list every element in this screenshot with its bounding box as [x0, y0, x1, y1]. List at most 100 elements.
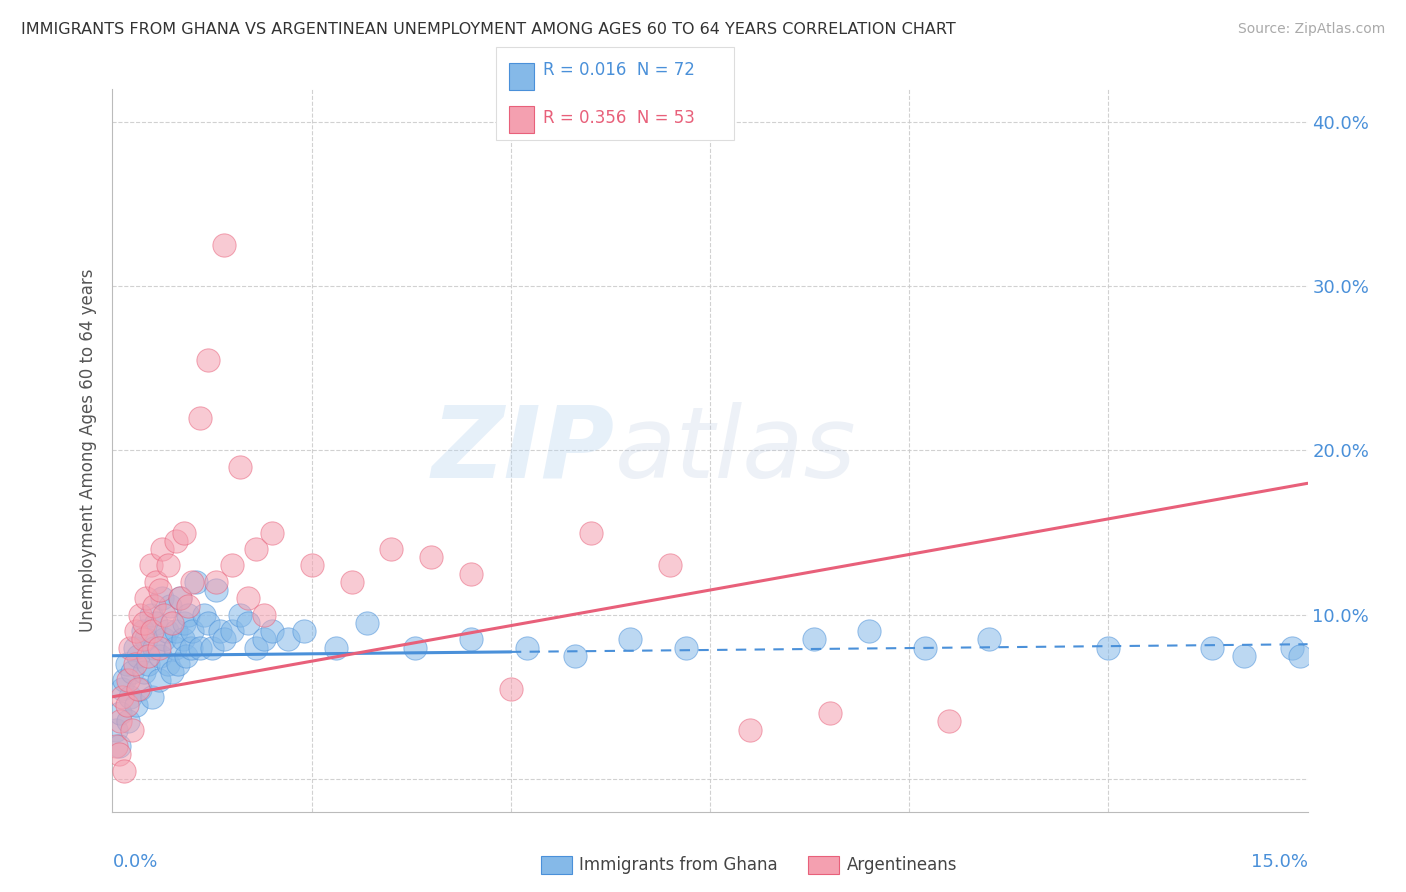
Point: [111, 690, 134, 704]
Point: [148, 640, 170, 655]
Point: [301, 558, 323, 573]
Point: [1233, 648, 1256, 663]
Point: [132, 624, 155, 639]
Point: [1201, 640, 1223, 655]
Point: [153, 607, 176, 622]
Point: [163, 640, 186, 655]
Point: [221, 558, 243, 573]
Text: atlas: atlas: [614, 402, 856, 499]
Point: [236, 615, 259, 630]
Point: [115, 698, 138, 712]
Point: [197, 615, 219, 630]
Point: [165, 624, 187, 639]
Point: [150, 591, 173, 606]
Point: [162, 615, 183, 630]
Point: [145, 615, 167, 630]
Point: [659, 558, 682, 573]
Point: [141, 624, 163, 639]
Point: [142, 640, 165, 655]
Point: [145, 574, 167, 589]
Point: [118, 640, 141, 655]
Point: [162, 665, 183, 680]
Text: ZIP: ZIP: [432, 402, 614, 499]
Text: Argentineans: Argentineans: [846, 856, 957, 874]
Point: [356, 615, 378, 630]
Point: [209, 624, 232, 639]
Point: [156, 624, 179, 639]
Point: [110, 714, 132, 729]
Text: R = 0.016  N = 72: R = 0.016 N = 72: [543, 61, 695, 78]
Text: Source: ZipAtlas.com: Source: ZipAtlas.com: [1237, 22, 1385, 37]
Point: [205, 582, 228, 597]
Point: [340, 574, 363, 589]
Point: [1288, 648, 1310, 663]
Point: [138, 648, 160, 663]
Point: [738, 723, 761, 737]
Point: [157, 558, 180, 573]
Point: [138, 657, 160, 671]
Point: [135, 632, 157, 647]
Point: [121, 665, 143, 680]
Point: [197, 353, 219, 368]
Point: [129, 607, 152, 622]
Point: [177, 599, 200, 614]
Point: [181, 624, 204, 639]
Point: [460, 566, 482, 581]
Point: [619, 632, 641, 647]
Point: [180, 640, 202, 655]
Point: [260, 624, 283, 639]
Point: [125, 624, 148, 639]
Point: [159, 599, 181, 614]
Point: [292, 624, 315, 639]
Point: [858, 624, 880, 639]
Point: [148, 673, 170, 688]
Point: [675, 640, 697, 655]
Text: IMMIGRANTS FROM GHANA VS ARGENTINEAN UNEMPLOYMENT AMONG AGES 60 TO 64 YEARS CORR: IMMIGRANTS FROM GHANA VS ARGENTINEAN UNE…: [21, 22, 956, 37]
Point: [803, 632, 825, 647]
Point: [157, 657, 180, 671]
Point: [325, 640, 347, 655]
Point: [105, 723, 128, 737]
Point: [135, 591, 157, 606]
Point: [516, 640, 538, 655]
Point: [139, 558, 162, 573]
Point: [111, 681, 134, 696]
Point: [118, 690, 141, 704]
Point: [117, 714, 139, 729]
Point: [188, 640, 211, 655]
Point: [115, 657, 138, 671]
Point: [564, 648, 586, 663]
Point: [134, 665, 156, 680]
Point: [914, 640, 936, 655]
Point: [141, 690, 163, 704]
Point: [105, 739, 128, 753]
Point: [127, 681, 149, 696]
Point: [177, 607, 200, 622]
Point: [153, 632, 176, 647]
Point: [108, 739, 131, 753]
Point: [149, 582, 172, 597]
Point: [186, 574, 208, 589]
Point: [205, 574, 228, 589]
Point: [229, 459, 252, 474]
Point: [114, 764, 135, 778]
Point: [165, 533, 187, 548]
Point: [172, 632, 194, 647]
Point: [380, 541, 402, 556]
Point: [212, 632, 235, 647]
Point: [169, 591, 191, 606]
Point: [169, 591, 191, 606]
Point: [229, 607, 252, 622]
Point: [277, 632, 299, 647]
Point: [129, 681, 152, 696]
Point: [125, 698, 148, 712]
Point: [127, 648, 149, 663]
Point: [142, 599, 165, 614]
Point: [201, 640, 224, 655]
Text: R = 0.356  N = 53: R = 0.356 N = 53: [543, 109, 695, 127]
Point: [193, 607, 215, 622]
Point: [420, 550, 443, 565]
Text: Immigrants from Ghana: Immigrants from Ghana: [579, 856, 778, 874]
Point: [236, 591, 259, 606]
Point: [253, 607, 276, 622]
